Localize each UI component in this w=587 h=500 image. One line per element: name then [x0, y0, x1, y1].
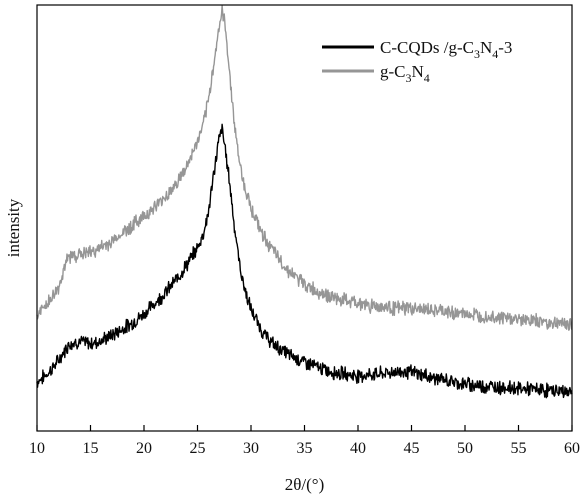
- series-layer: [36, 4, 573, 399]
- tick-layer: 10 15 20 25 30 35 40 45 50 55 60: [29, 425, 580, 457]
- legend-label-c-cqds: C-CQDs /g-C3N4-3: [380, 38, 512, 61]
- series-line-g-c3n4: [36, 4, 573, 331]
- legend-label-g-c3n4: g-C3N4: [380, 62, 430, 85]
- x-tick-label: 35: [297, 440, 313, 457]
- x-tick-label: 50: [457, 440, 473, 457]
- plot-frame: [36, 4, 573, 432]
- x-tick-label: 30: [243, 440, 259, 457]
- x-tick-label: 60: [564, 440, 580, 457]
- x-tick-label: 55: [511, 440, 527, 457]
- x-tick-label: 25: [190, 440, 206, 457]
- series-line-c-cqds-g-c3n4-3: [36, 123, 573, 399]
- x-tick-label: 40: [350, 440, 366, 457]
- x-tick-label: 15: [83, 440, 99, 457]
- legend: C-CQDs /g-C3N4-3 g-C3N4: [322, 38, 512, 85]
- x-tick-label: 45: [404, 440, 420, 457]
- y-axis-title: intensity: [4, 198, 23, 257]
- x-tick-label: 10: [29, 440, 45, 457]
- x-axis-title: 2θ/(°): [285, 475, 325, 494]
- x-tick-label: 20: [136, 440, 152, 457]
